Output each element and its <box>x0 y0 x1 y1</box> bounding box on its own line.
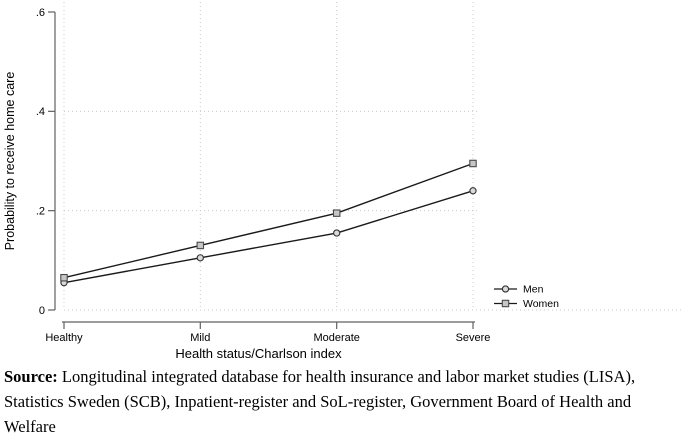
legend-key-marker <box>501 299 510 308</box>
source-label: Source: <box>4 367 58 386</box>
legend-key-marker <box>501 285 510 293</box>
y-tick-label: .4 <box>36 106 45 118</box>
y-tick-label: .6 <box>36 7 45 19</box>
legend-label: Men <box>523 284 544 296</box>
marker-men <box>333 229 341 237</box>
source-note: Source: Longitudinal integrated database… <box>0 362 682 439</box>
series-line-women <box>63 162 474 279</box>
marker-men <box>196 254 204 262</box>
marker-women <box>60 273 68 282</box>
source-line2: Statistics Sweden (SCB), Inpatient-regis… <box>4 392 632 411</box>
y-axis-title: Probability to receive home care <box>3 72 17 251</box>
data-series <box>60 159 477 287</box>
x-axis-title: Health status/Charlson index <box>175 346 342 361</box>
x-tick-label: Mild <box>190 332 210 344</box>
tick-labels: 0 .2 .4 .6 Healthy Mild Moderate Severe <box>36 7 491 344</box>
marker-men <box>469 187 477 195</box>
x-tick-label: Moderate <box>313 332 359 344</box>
axis-titles: Health status/Charlson index Probability … <box>3 72 342 361</box>
series-line-men <box>63 190 474 284</box>
x-tick-label: Healthy <box>45 332 83 344</box>
chart-canvas: 0 .2 .4 .6 Healthy Mild Moderate Severe Health … <box>3 2 683 361</box>
marker-women <box>469 159 477 168</box>
axes <box>48 11 475 329</box>
y-tick-label: .2 <box>36 206 45 218</box>
source-line3: Welfare <box>4 417 56 436</box>
gridlines <box>63 2 683 311</box>
marker-women <box>196 241 205 250</box>
x-tick-label: Severe <box>456 332 491 344</box>
y-tick-label: 0 <box>39 305 45 317</box>
marker-women <box>332 209 341 217</box>
legend: Men Women <box>494 284 559 310</box>
source-line1: Longitudinal integrated database for hea… <box>61 367 636 386</box>
legend-label: Women <box>523 298 559 310</box>
